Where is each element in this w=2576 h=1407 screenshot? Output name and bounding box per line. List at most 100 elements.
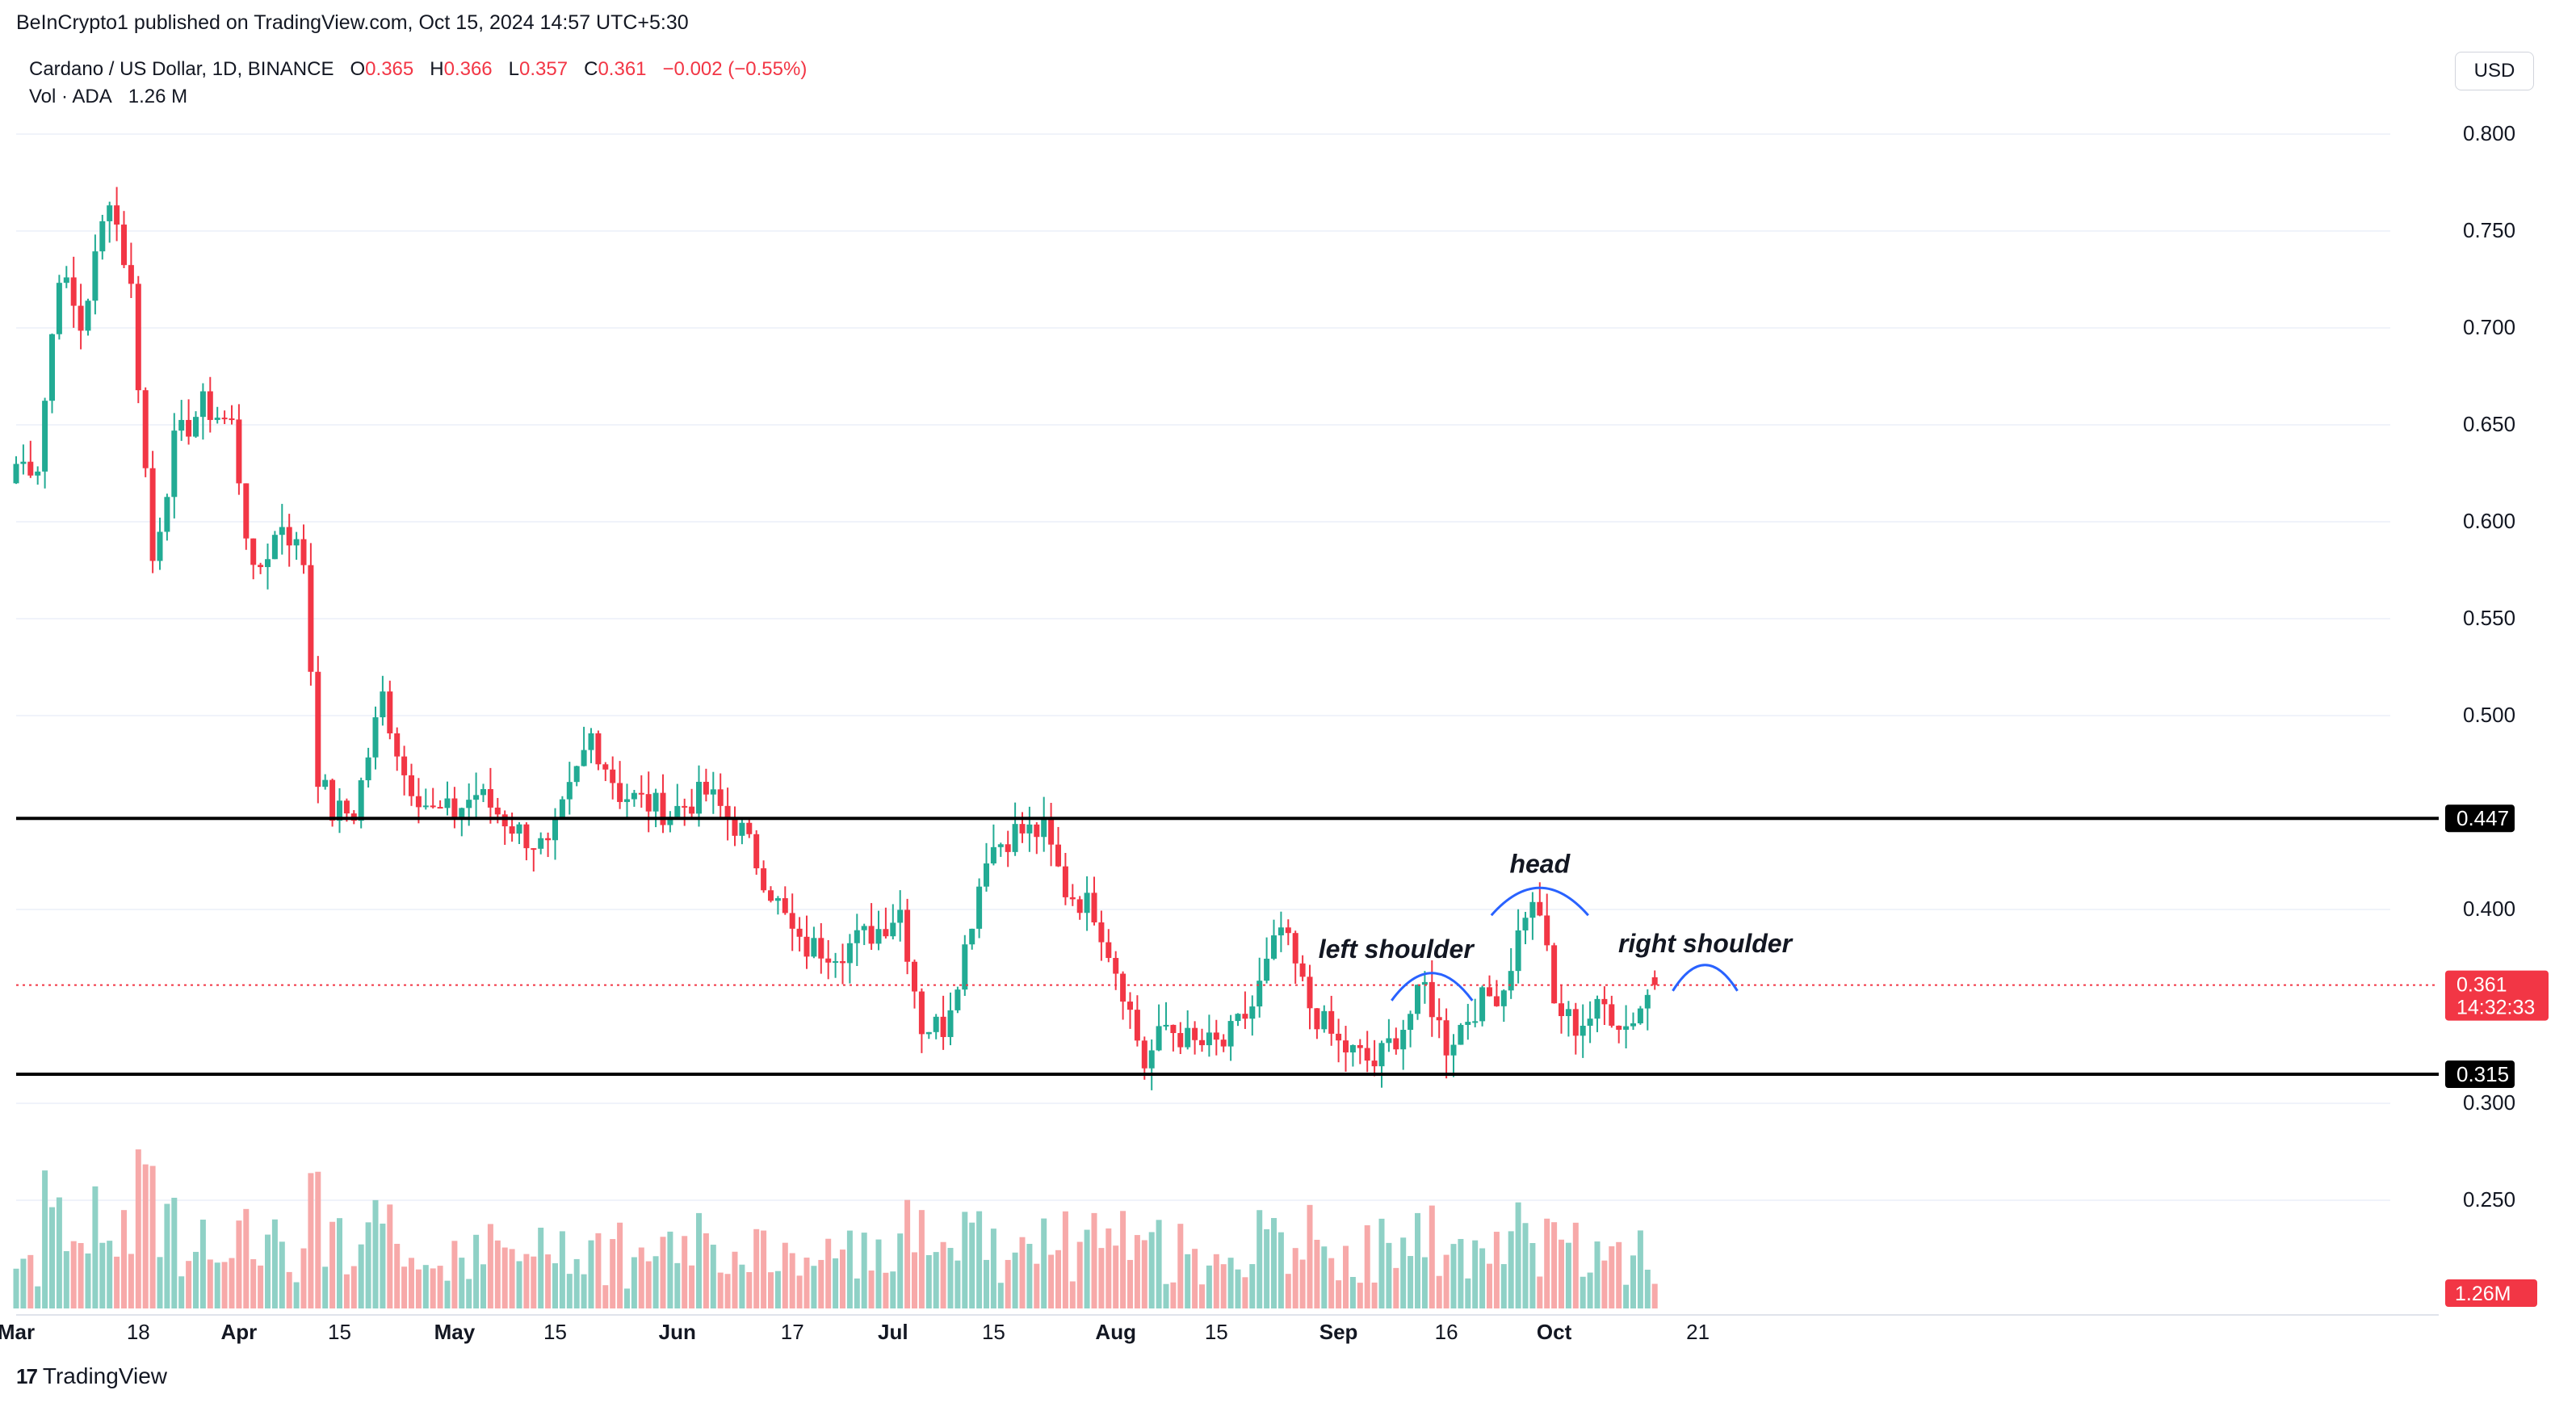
candle-body (1163, 1024, 1169, 1027)
price-axis[interactable]: 0.800 0.750 0.700 0.650 0.600 0.550 0.500 0.400… (2445, 121, 2549, 1307)
volume-bar (1580, 1276, 1586, 1308)
volume-bar (258, 1265, 264, 1308)
volume-bar (1026, 1244, 1033, 1308)
volume-legend: Vol · ADA 1.26 M (29, 86, 187, 108)
candle-body (1105, 942, 1112, 959)
volume-bar (1544, 1218, 1550, 1308)
candle-body (1141, 1040, 1147, 1069)
candle-body (854, 930, 860, 943)
candle-body (912, 961, 917, 992)
volume-bar (1651, 1283, 1658, 1308)
time-tick-label: 15 (543, 1320, 567, 1344)
time-tick-label: May (434, 1320, 476, 1344)
pattern-arc (1490, 886, 1589, 917)
volume-bar (1479, 1248, 1486, 1308)
candle-body (1587, 1018, 1593, 1026)
volume-bar (782, 1242, 788, 1308)
candle-body (1076, 899, 1083, 914)
volume-bar (531, 1256, 537, 1308)
volume-bar (1307, 1204, 1313, 1308)
candle-body (595, 733, 602, 765)
candle-body (559, 799, 565, 818)
candle-body (1364, 1048, 1370, 1061)
volume-bar (846, 1230, 853, 1308)
candle-body (365, 757, 371, 781)
volume-bar (925, 1254, 932, 1308)
volume-bar (1623, 1284, 1630, 1308)
volume-bar (559, 1231, 565, 1308)
candle-body (164, 497, 170, 532)
candle-body (940, 1016, 946, 1037)
volume-bar (1371, 1282, 1378, 1308)
candle-body (883, 929, 889, 937)
volume-bar (1199, 1284, 1205, 1308)
time-axis[interactable]: Mar 18 Apr 15 May 15 Jun 17 Jul 15 Aug 15 Sep 16 Oct 21 (0, 1314, 2439, 1344)
candle-body (494, 807, 501, 815)
volume-bar (1163, 1283, 1169, 1308)
volume-bar (739, 1264, 745, 1308)
candle-body (689, 806, 695, 814)
volume-bar (1364, 1225, 1370, 1308)
candle-body (422, 805, 429, 808)
volume-bar (1156, 1220, 1162, 1308)
volume-bar (761, 1230, 767, 1308)
volume-bar (1429, 1205, 1435, 1308)
volume-bar (1048, 1254, 1055, 1308)
volume-bar (85, 1253, 91, 1308)
volume-bar (1091, 1212, 1097, 1308)
candle-body (229, 418, 235, 421)
price-tick-label: 0.550 (2463, 606, 2515, 630)
volume-bar (904, 1199, 911, 1308)
volume-bar (595, 1233, 602, 1308)
candle-body (20, 461, 27, 464)
candle-body (861, 926, 867, 930)
tradingview-brand[interactable]: 17 TradingView (16, 1363, 167, 1389)
volume-bar (1034, 1263, 1040, 1308)
candle-body (1321, 1010, 1328, 1030)
volume-bar (1408, 1256, 1414, 1308)
volume-bar (803, 1258, 810, 1308)
candle-body (1465, 1022, 1471, 1025)
candle-body (624, 799, 630, 802)
candle-body (1292, 933, 1298, 964)
candle-body (1328, 1010, 1335, 1034)
candle-body (107, 205, 113, 221)
candle-body (1249, 1006, 1256, 1019)
candle-body (121, 225, 127, 266)
high-label: H (430, 58, 444, 80)
volume-bar (107, 1241, 113, 1308)
candle-body (444, 798, 451, 808)
candle-body (343, 800, 350, 814)
candle-body (149, 468, 156, 561)
volume-bar (1565, 1242, 1571, 1308)
volume-bar (1601, 1260, 1608, 1308)
volume-bar (286, 1271, 292, 1308)
volume-bar (149, 1166, 156, 1308)
volume-bar (380, 1223, 386, 1308)
candle-body (645, 794, 652, 812)
candle-body (1134, 1010, 1140, 1041)
price-tick-label: 0.250 (2463, 1187, 2515, 1212)
volume-bar (1349, 1277, 1356, 1308)
volume-bar (1637, 1230, 1643, 1308)
candle-body (1062, 866, 1068, 897)
candle-body (501, 814, 508, 827)
volume-bar (13, 1268, 19, 1308)
volume-bar (883, 1272, 889, 1308)
volume-bar (164, 1203, 170, 1308)
candle-body (308, 565, 314, 672)
candle-body (990, 846, 996, 864)
volume-bar (1264, 1228, 1270, 1308)
volume-bar (1400, 1237, 1407, 1308)
candle-body (27, 461, 34, 476)
pattern-annotations: left shoulder head right shoulder (1319, 849, 1794, 1002)
currency-button[interactable]: USD (2455, 52, 2534, 90)
volume-bar (422, 1265, 429, 1308)
candle-body (997, 844, 1004, 847)
volume-bar (631, 1257, 637, 1308)
volume-bar (538, 1227, 544, 1308)
price-tick-label: 0.700 (2463, 315, 2515, 339)
volume-bar (552, 1263, 558, 1308)
volume-bar (854, 1278, 860, 1308)
